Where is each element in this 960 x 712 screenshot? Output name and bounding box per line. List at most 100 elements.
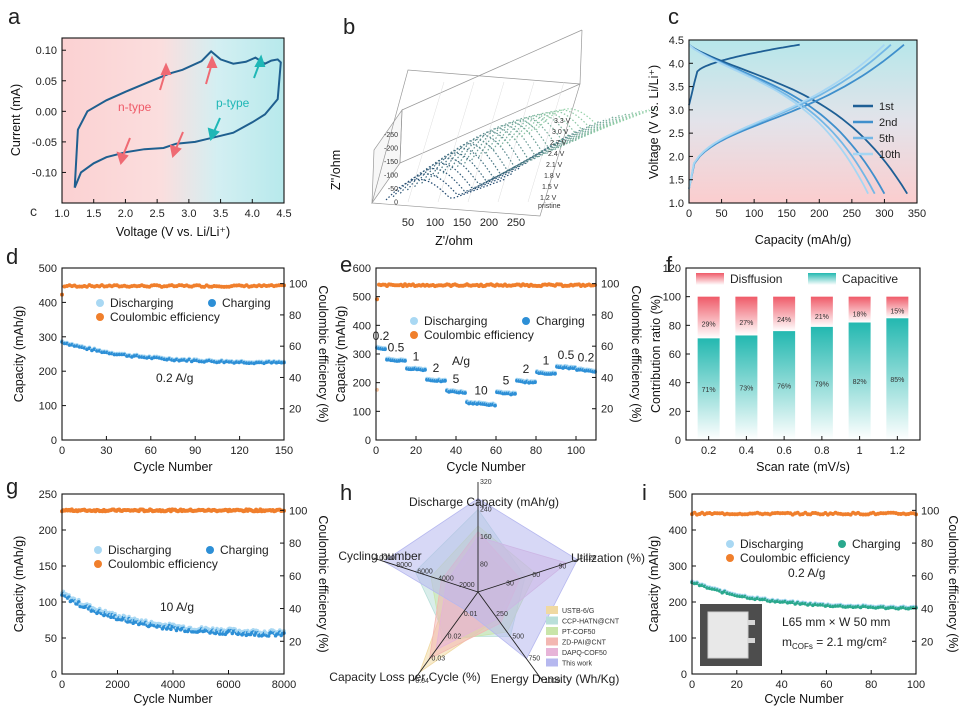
y2-tick-label: 100 (601, 279, 619, 291)
panel-a-stray-letter: c (30, 203, 37, 219)
b-x-tick-label: 100 (426, 217, 444, 229)
inset-loading-sub: COFs (792, 642, 813, 651)
x-tick-label: 60 (820, 679, 832, 691)
panel-e-unit: A/g (452, 354, 470, 368)
y2-tick-label: 60 (289, 571, 301, 583)
panel-c-frame (688, 39, 918, 204)
diffusion-bar (848, 296, 871, 323)
charge-point (266, 634, 271, 638)
diffusion-bar (735, 296, 758, 336)
y-tick-label: 3.0 (669, 105, 684, 117)
x-tick-label: 4.0 (245, 208, 260, 220)
x-tick-label: 0 (373, 445, 379, 457)
panel-letter-b: b (343, 14, 355, 39)
diffusion-bar (773, 296, 796, 332)
b-y-tick-label: -250 (384, 132, 398, 139)
legend-label-PT-COF50: PT-COF50 (562, 629, 596, 636)
eis-curve (485, 118, 607, 154)
panel-g-rate: 10 A/g (160, 600, 194, 614)
x-tick-label: 1.0 (54, 208, 69, 220)
y-tick-label: 300 (669, 561, 687, 573)
panel-i-xlabel: Cycle Number (764, 692, 843, 706)
panel-b: b 50 100 150 200 250 -250 -200 -150 -100 -50 0 Z'/… (329, 14, 657, 248)
b-y-tick-label: -50 (388, 186, 398, 193)
capacitive-value-label: 85% (890, 377, 904, 384)
panel-e-y2label: Coulombic efficiency (%) (629, 285, 643, 422)
eis-curve (506, 112, 628, 144)
rate-label: 1 (543, 354, 550, 368)
y-tick-label: 0 (365, 435, 371, 447)
rate-label: 2 (433, 361, 440, 375)
b-x-tick-label: 200 (480, 217, 498, 229)
b-grid-line (527, 81, 565, 203)
charge-point (553, 371, 557, 376)
y-tick-label: 200 (669, 597, 687, 609)
diffusion-value-label: 27% (739, 320, 753, 327)
x-tick-label: 2000 (105, 679, 129, 691)
y-tick-label: 100 (353, 406, 371, 418)
radar-tick-label: 2000 (459, 582, 475, 589)
radar-tick-label: 0.04 (415, 678, 429, 685)
legend-label-charging: Charging (220, 543, 269, 557)
x-tick-label: 200 (810, 208, 828, 220)
capacitive-bar (773, 331, 796, 440)
y-tick-label: 0.00 (36, 106, 57, 118)
x-tick-label: 100 (567, 445, 585, 457)
x-tick-label: 40 (775, 679, 787, 691)
b-y-tick-label: -200 (384, 146, 398, 153)
y2-tick-label: 60 (289, 341, 301, 353)
x-tick-label: 100 (745, 208, 763, 220)
legend-label-USTB-6/G: USTB-6/G (562, 608, 594, 615)
capacitive-bar (697, 338, 720, 440)
charge-point (125, 620, 130, 624)
radar-axis-label: Cycling number (338, 549, 421, 563)
x-tick-label: 0 (59, 679, 65, 691)
x-tick-label: 90 (189, 445, 201, 457)
radar-tick-label: 750 (528, 656, 540, 663)
b-potential-label: 1.8 V (544, 173, 561, 180)
legend-swatch-DAPQ-COF50 (546, 648, 558, 656)
legend-swatch-PT-COF50 (546, 627, 558, 635)
rate-label: 0.2 (578, 351, 595, 365)
b-grid-line (497, 81, 535, 203)
y2-tick-label: 100 (289, 505, 307, 517)
y-tick-label: 500 (39, 263, 57, 275)
y-tick-label: 4.5 (669, 35, 684, 47)
rate-label: 5 (503, 374, 510, 388)
legend-marker-discharging (94, 546, 102, 554)
capacitive-bar (735, 335, 758, 440)
y2-tick-label: 100 (289, 279, 307, 291)
legend-label-This work: This work (562, 661, 592, 668)
rate-label: 0.5 (388, 341, 405, 355)
panel-f: f 71% 29% 73% 27% 76% 24% 79% 21% 82% 18% 85% 15% 0… (649, 252, 921, 474)
x-tick-label: 4000 (161, 679, 185, 691)
panel-f-xlabel: Scan rate (mV/s) (756, 460, 850, 474)
x-tick-label: 0.8 (814, 445, 829, 457)
x-tick-label: 20 (731, 679, 743, 691)
legend-label-5th: 5th (879, 133, 894, 145)
eis-curve (499, 114, 621, 148)
y2-tick-label: 40 (289, 604, 301, 616)
x-tick-label: 0.2 (701, 445, 716, 457)
panel-g: g 0 2000 4000 6000 8000 0 50 100 150 200 250 20 40 60… (6, 474, 330, 706)
rate-label: 1 (413, 349, 420, 363)
panel-letter-f: f (666, 252, 673, 277)
radar-axis (373, 557, 479, 593)
legend-label-charging: Charging (222, 296, 271, 310)
panel-a-xlabel: Voltage (V vs. Li/Li⁺) (116, 225, 230, 239)
eis-curve (471, 123, 593, 161)
radar-tick-label: 0.01 (464, 611, 478, 618)
capacitive-bar (848, 322, 871, 440)
panel-d-rate: 0.2 A/g (156, 371, 193, 385)
legend-marker-charging (522, 317, 530, 325)
legend-marker-charging (206, 546, 214, 554)
inset-loading: mCOFs = 2.1 mg/cm² (782, 635, 887, 651)
y-tick-label: 200 (39, 525, 57, 537)
y2-tick-label: 40 (289, 372, 301, 384)
y2-tick-label: 20 (289, 636, 301, 648)
panel-letter-c: c (668, 4, 679, 29)
charge-point (423, 368, 427, 372)
radar-tick-label: 500 (512, 633, 524, 640)
charge-point (213, 631, 218, 636)
eis-curve (421, 151, 542, 184)
